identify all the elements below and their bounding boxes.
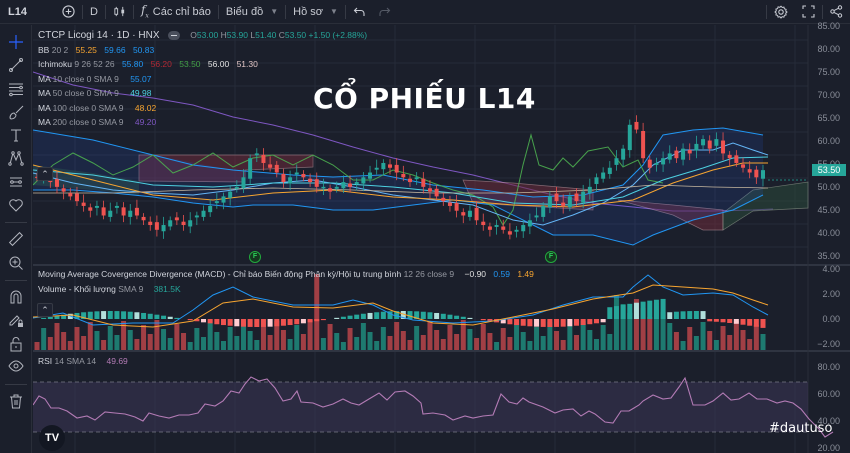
legend-rsi[interactable]: RSI 14 SMA 14 49.69: [38, 356, 128, 366]
fx-icon: fx: [140, 3, 149, 20]
ohlc-values: O53.00 H53.90 L51.40 C53.50 +1.50 (+2.88…: [190, 30, 368, 40]
profile-menu-label: Hồ sơ: [293, 5, 323, 18]
chart-menu-button[interactable]: Biểu đồ ▼: [219, 0, 285, 24]
lock-drawings-tool[interactable]: [5, 309, 27, 331]
divider: [766, 4, 767, 19]
symbol-search[interactable]: L14: [8, 5, 27, 18]
divider: [4, 279, 27, 281]
chevron-down-icon: ▼: [329, 7, 338, 16]
divider: [4, 384, 27, 386]
crosshair-tool[interactable]: [5, 31, 27, 53]
candles-icon: [114, 6, 125, 17]
settings-button[interactable]: [767, 0, 795, 24]
divider: [344, 4, 346, 19]
last-price-tag: 53.50: [812, 164, 846, 176]
share-icon: [830, 5, 843, 18]
pattern-tool[interactable]: [5, 147, 27, 169]
macd-legend: Moving Average Covergence Divergence (MA…: [38, 268, 534, 297]
chart-area[interactable]: CTCP Licogi 14 · 1D · HNX O53.00 H53.90 …: [33, 21, 850, 453]
divider: [82, 4, 83, 19]
gear-icon: [774, 4, 788, 19]
macd-histogram: [41, 298, 766, 328]
undo-button[interactable]: [346, 0, 372, 24]
hide-drawings-tool[interactable]: [5, 356, 27, 378]
volume-histogram: [34, 274, 766, 350]
legend-ma50[interactable]: MA 50 close 0 SMA 9 49.98: [38, 88, 152, 98]
legend-ichimoku[interactable]: Ichimoku 9 26 52 26 55.80 56.20 53.50 56…: [38, 59, 258, 69]
rsi-legend: RSI 14 SMA 14 49.69: [38, 355, 128, 370]
divider: [285, 4, 287, 19]
indicators-label: Các chỉ báo: [152, 5, 211, 18]
chevron-down-icon: ▼: [270, 7, 279, 16]
overlay-title: CỔ PHIẾU L14: [313, 82, 536, 115]
lock-drawing-icon: [9, 315, 23, 328]
brush-icon: [8, 105, 23, 120]
trend-line-icon: [8, 58, 23, 73]
chart-canvas[interactable]: [33, 25, 850, 453]
tradingview-logo[interactable]: TV: [39, 425, 65, 451]
chart-menu-label: Biểu đồ: [225, 5, 264, 18]
collapse-legend-button[interactable]: ⌃: [37, 167, 53, 181]
favorites-tool[interactable]: [5, 194, 27, 216]
financials-marker-icon[interactable]: F: [249, 251, 261, 263]
watermark: #dautuso: [769, 421, 833, 436]
legend-macd[interactable]: Moving Average Covergence Divergence (MA…: [38, 269, 534, 279]
lock-icon: [10, 336, 21, 352]
text-icon: [10, 129, 21, 142]
divider: [822, 4, 823, 19]
interval-button[interactable]: D: [90, 5, 98, 18]
indicators-button[interactable]: fx Các chỉ báo: [134, 0, 218, 24]
drawing-toolbar: [0, 25, 32, 453]
fib-icon: [8, 83, 23, 96]
collapse-macd-legend-button[interactable]: ⌃: [37, 303, 53, 317]
trend-line-tool[interactable]: [5, 54, 27, 76]
crosshair-icon: [8, 35, 23, 49]
main-legend: CTCP Licogi 14 · 1D · HNX O53.00 H53.90 …: [38, 29, 367, 131]
legend-bb[interactable]: BB 20 2 55.25 59.66 50.83: [38, 44, 155, 55]
legend-ma10[interactable]: MA 10 close 0 SMA 9 55.07: [38, 73, 152, 84]
lock-all-tool[interactable]: [5, 333, 27, 355]
fullscreen-icon: [802, 5, 815, 18]
legend-ma200[interactable]: MA 200 close 0 SMA 9 49.20: [38, 117, 157, 127]
fullscreen-button[interactable]: [795, 0, 822, 24]
divider: [217, 4, 219, 19]
plus-circle-icon: [62, 5, 75, 18]
legend-toggle-icon[interactable]: [167, 31, 180, 41]
profile-menu-button[interactable]: Hồ sơ ▼: [286, 0, 345, 24]
fib-tool[interactable]: [5, 78, 27, 100]
heart-icon: [8, 199, 23, 212]
ruler-icon: [8, 232, 23, 247]
divider: [104, 4, 106, 19]
magnet-tool[interactable]: [5, 286, 27, 308]
financials-marker-icon[interactable]: F: [545, 251, 557, 263]
rsi-line: [33, 376, 834, 438]
zoom-in-tool[interactable]: [5, 252, 27, 274]
divider: [132, 4, 134, 19]
candlestick-series: [35, 115, 765, 240]
legend-ma100[interactable]: MA 100 close 0 SMA 9 48.02: [38, 102, 157, 113]
redo-icon: [379, 7, 391, 16]
share-button[interactable]: [823, 0, 850, 24]
legend-volume[interactable]: Volume - Khối lượng SMA 9 381.5K: [38, 283, 181, 294]
top-toolbar: L14 D fx Các chỉ báo Biểu đồ ▼ Hồ sơ ▼: [0, 0, 850, 24]
compare-add-button[interactable]: [55, 0, 82, 24]
pattern-icon: [7, 151, 24, 167]
zoom-in-icon: [9, 256, 23, 270]
remove-drawings-tool[interactable]: [5, 390, 27, 412]
ruler-tool[interactable]: [5, 228, 27, 250]
undo-icon: [353, 7, 365, 16]
brush-tool[interactable]: [5, 101, 27, 123]
chart-type-button[interactable]: [106, 0, 133, 24]
symbol-title[interactable]: CTCP Licogi 14 · 1D · HNX: [38, 30, 160, 41]
measure-range-icon: [9, 177, 22, 187]
measure-range-tool[interactable]: [5, 171, 27, 193]
magnet-icon: [10, 290, 21, 304]
redo-button[interactable]: [372, 0, 398, 24]
rsi-band: [33, 382, 808, 432]
eye-icon: [7, 360, 24, 372]
trash-icon: [9, 394, 22, 409]
divider: [4, 222, 27, 224]
text-tool[interactable]: [5, 124, 27, 146]
